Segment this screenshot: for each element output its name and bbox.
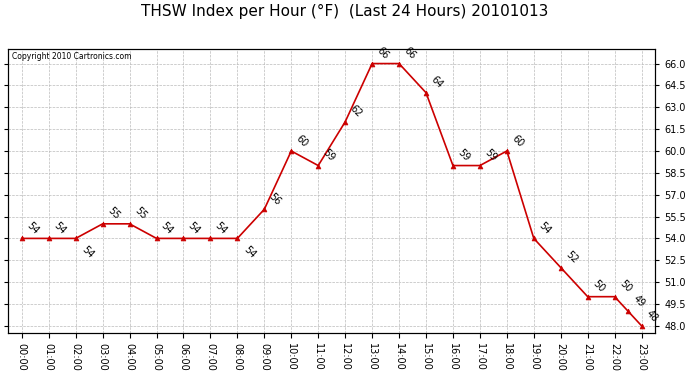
Text: 59: 59 [482, 147, 498, 164]
Text: 48: 48 [644, 308, 660, 324]
Text: 52: 52 [564, 249, 580, 266]
Text: 54: 54 [241, 244, 257, 260]
Text: 54: 54 [159, 220, 175, 236]
Text: 62: 62 [348, 104, 364, 120]
Text: 54: 54 [52, 220, 67, 236]
Text: 55: 55 [106, 206, 121, 222]
Text: 55: 55 [132, 206, 148, 222]
Text: THSW Index per Hour (°F)  (Last 24 Hours) 20101013: THSW Index per Hour (°F) (Last 24 Hours)… [141, 4, 549, 19]
Text: 54: 54 [537, 220, 552, 236]
Text: 54: 54 [25, 220, 40, 236]
Text: 54: 54 [186, 220, 202, 236]
Text: 54: 54 [213, 220, 229, 236]
Text: 50: 50 [591, 279, 607, 294]
Text: 60: 60 [509, 133, 525, 149]
Text: 60: 60 [294, 133, 310, 149]
Text: 64: 64 [428, 75, 444, 90]
Text: Copyright 2010 Cartronics.com: Copyright 2010 Cartronics.com [12, 52, 131, 61]
Text: 66: 66 [375, 46, 391, 62]
Text: 49: 49 [631, 293, 647, 309]
Text: 56: 56 [267, 191, 283, 207]
Text: 59: 59 [455, 147, 471, 164]
Text: 59: 59 [321, 147, 337, 164]
Text: 66: 66 [402, 46, 417, 62]
Text: 50: 50 [618, 279, 633, 294]
Text: 54: 54 [80, 244, 95, 260]
